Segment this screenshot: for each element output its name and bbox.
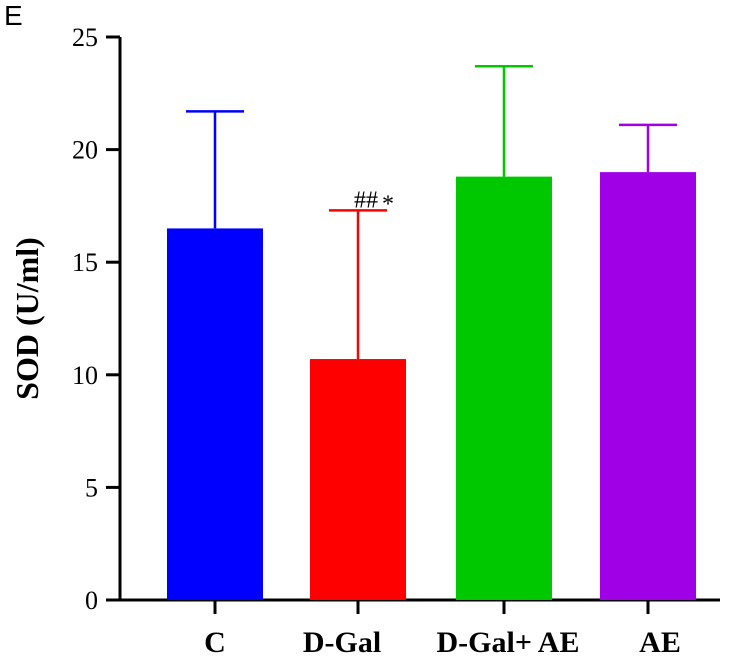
y-tick-label: 5 bbox=[85, 473, 98, 502]
y-tick-label: 0 bbox=[85, 586, 98, 615]
axes: 0 5 10 15 20 25 bbox=[72, 23, 720, 615]
y-tick-label: 25 bbox=[72, 23, 98, 52]
bar-d-gal-ae bbox=[456, 176, 552, 600]
x-category-label: D-Gal+ AE bbox=[437, 626, 580, 659]
bar-d-gal bbox=[310, 359, 406, 600]
x-category-label: AE bbox=[639, 626, 681, 659]
labels-group: C D-Gal D-Gal+ AE AE SOD (U/ml) ## * bbox=[9, 187, 681, 659]
panel-label: E bbox=[4, 0, 23, 31]
x-category-label: D-Gal bbox=[303, 626, 381, 659]
y-tick-label: 20 bbox=[72, 136, 98, 165]
significance-annotation: ## bbox=[354, 187, 378, 213]
bar-c bbox=[167, 228, 263, 601]
bars-group bbox=[167, 172, 696, 601]
x-category-label: C bbox=[204, 626, 226, 659]
bar-ae bbox=[600, 172, 696, 600]
y-tick-label: 10 bbox=[72, 361, 98, 390]
y-axis-title: SOD (U/ml) bbox=[9, 237, 45, 400]
y-tick-label: 15 bbox=[72, 248, 98, 277]
error-bars-group bbox=[186, 65, 677, 360]
significance-star: * bbox=[382, 191, 394, 217]
